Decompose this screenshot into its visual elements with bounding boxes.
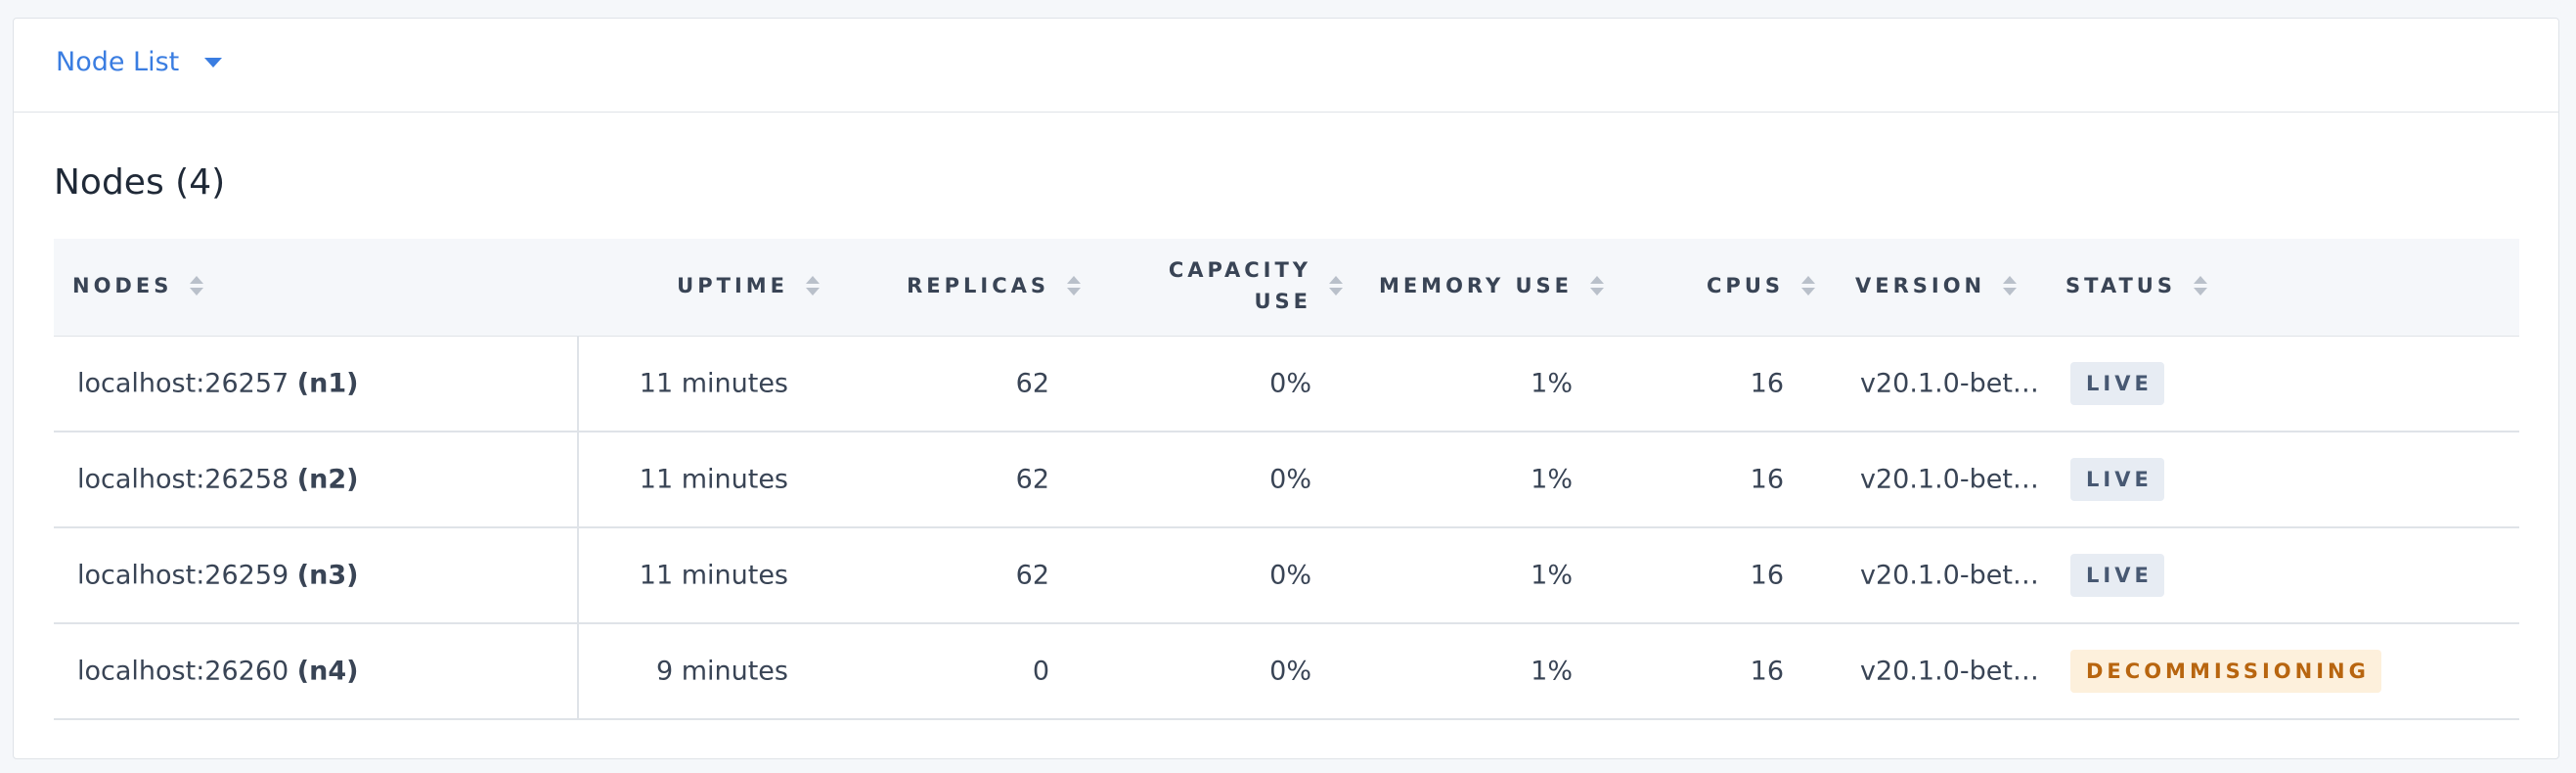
uptime-cell: 11 minutes <box>639 368 788 399</box>
column-header[interactable]: MEMORY USE <box>1379 274 1604 297</box>
cpus-cell: 16 <box>1750 656 1784 687</box>
cpus-cell: 16 <box>1750 368 1784 399</box>
sort-up[interactable] <box>806 276 820 284</box>
top-bar <box>13 18 2559 113</box>
dropdown-label[interactable]: Node List <box>56 47 180 77</box>
replicas-cell: 62 <box>1015 464 1049 495</box>
column-header-label[interactable]: STATUS <box>2065 274 2176 297</box>
uptime-cell: 9 minutes <box>655 656 788 687</box>
uptime-cell: 11 minutes <box>639 464 788 495</box>
sort-down[interactable] <box>190 288 204 296</box>
sort-down[interactable] <box>1067 288 1081 296</box>
sort-icon[interactable] <box>1067 276 1081 296</box>
status-badge: LIVE <box>2070 362 2164 405</box>
node-cell: localhost:26257 (n1) <box>77 369 358 399</box>
row-divider <box>54 526 2519 528</box>
sort-icon[interactable] <box>1801 276 1815 296</box>
sort-up[interactable] <box>1329 276 1343 284</box>
node-address: localhost:26258 <box>77 464 289 495</box>
node-address: localhost:26260 <box>77 656 289 687</box>
sort-up[interactable] <box>1067 276 1081 284</box>
column-header-label[interactable]: REPLICAS <box>907 274 1049 297</box>
sort-icon[interactable] <box>190 276 204 296</box>
sort-up[interactable] <box>2193 276 2207 284</box>
sort-icon[interactable] <box>1329 276 1343 296</box>
node-id: (n2) <box>296 464 359 495</box>
status-badge: LIVE <box>2070 554 2164 597</box>
section-title: Nodes (4) <box>54 162 226 203</box>
sort-icon[interactable] <box>2003 276 2018 296</box>
table-header <box>54 239 2519 337</box>
sort-down[interactable] <box>2003 288 2018 296</box>
memory-cell: 1% <box>1531 368 1573 399</box>
column-header[interactable]: UPTIME <box>677 274 820 297</box>
sort-icon[interactable] <box>2193 276 2207 296</box>
column-header[interactable]: CPUS <box>1707 274 1815 297</box>
replicas-cell: 62 <box>1015 368 1049 399</box>
memory-cell: 1% <box>1531 656 1573 687</box>
column-header-label[interactable]: VERSION <box>1855 274 1986 297</box>
version-cell: v20.1.0-bet… <box>1860 464 2039 495</box>
column-header[interactable]: NODES <box>72 274 204 297</box>
column-header[interactable]: VERSION <box>1855 274 2018 297</box>
capacity-cell: 0% <box>1269 368 1311 399</box>
column-header[interactable]: STATUS <box>2065 274 2207 297</box>
node-id: (n3) <box>296 560 359 591</box>
node-id: (n4) <box>296 656 359 687</box>
row-divider <box>54 431 2519 432</box>
column-header[interactable]: CAPACITY USE <box>1126 254 1343 317</box>
node-id: (n1) <box>296 368 359 399</box>
sort-up[interactable] <box>190 276 204 284</box>
column-header-label[interactable]: CAPACITY USE <box>1168 258 1311 313</box>
sort-down[interactable] <box>1329 288 1343 296</box>
node-cell: localhost:26260 (n4) <box>77 657 358 687</box>
node-cell: localhost:26258 (n2) <box>77 465 358 495</box>
version-cell: v20.1.0-bet… <box>1860 368 2039 399</box>
row-divider <box>54 622 2519 624</box>
uptime-cell: 11 minutes <box>639 560 788 591</box>
capacity-cell: 0% <box>1269 560 1311 591</box>
version-cell: v20.1.0-bet… <box>1860 560 2039 591</box>
sort-icon[interactable] <box>1590 276 1604 296</box>
column-header-label[interactable]: CPUS <box>1707 274 1784 297</box>
sort-icon[interactable] <box>806 276 820 296</box>
node-cell: localhost:26259 (n3) <box>77 561 358 591</box>
node-address: localhost:26259 <box>77 560 289 591</box>
status-badge: LIVE <box>2070 458 2164 501</box>
memory-cell: 1% <box>1531 464 1573 495</box>
column-header[interactable]: REPLICAS <box>907 274 1081 297</box>
status-badge: DECOMMISSIONING <box>2070 650 2381 693</box>
cpus-cell: 16 <box>1750 464 1784 495</box>
replicas-cell: 62 <box>1015 560 1049 591</box>
dropdown-caret[interactable] <box>204 57 223 68</box>
column-header-label[interactable]: MEMORY USE <box>1378 274 1573 297</box>
memory-cell: 1% <box>1531 560 1573 591</box>
capacity-cell: 0% <box>1269 656 1311 687</box>
column-header-label[interactable]: UPTIME <box>677 274 788 297</box>
column-header-label[interactable]: NODES <box>72 274 173 297</box>
sort-down[interactable] <box>1801 288 1815 296</box>
sort-down[interactable] <box>1590 288 1604 296</box>
version-cell: v20.1.0-bet… <box>1860 656 2039 687</box>
sort-up[interactable] <box>2003 276 2018 284</box>
sort-down[interactable] <box>806 288 820 296</box>
capacity-cell: 0% <box>1269 464 1311 495</box>
node-address: localhost:26257 <box>77 368 289 399</box>
cpus-cell: 16 <box>1750 560 1784 591</box>
sort-down[interactable] <box>2193 288 2207 296</box>
row-divider <box>54 718 2519 720</box>
sort-up[interactable] <box>1801 276 1815 284</box>
replicas-cell: 0 <box>1032 656 1049 687</box>
sort-up[interactable] <box>1590 276 1604 284</box>
node-list-dropdown[interactable]: Node List <box>56 47 223 77</box>
